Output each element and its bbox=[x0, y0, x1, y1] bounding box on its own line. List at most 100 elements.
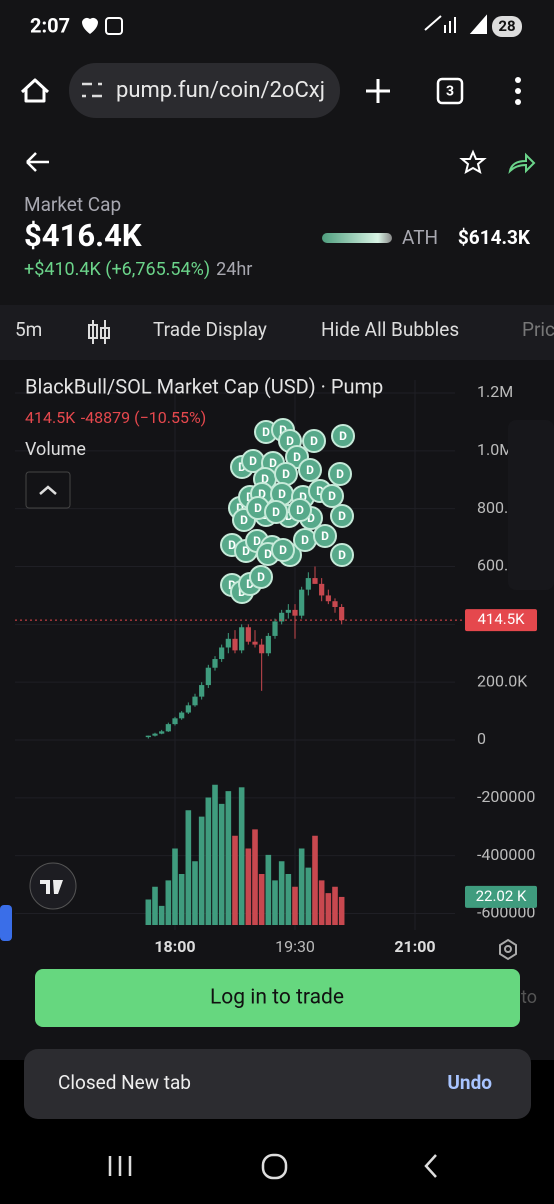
side-tab[interactable] bbox=[0, 905, 12, 941]
trade-bubble-label: D bbox=[338, 548, 346, 562]
interval-button[interactable]: 5m bbox=[15, 318, 42, 341]
trade-bubble bbox=[298, 458, 322, 482]
back-button[interactable] bbox=[26, 152, 49, 172]
trade-display-button[interactable]: Trade Display bbox=[153, 318, 267, 341]
trade-bubble-label: D bbox=[310, 434, 318, 448]
candle-body bbox=[192, 696, 198, 706]
menu-button[interactable] bbox=[515, 77, 521, 105]
tradingview-logo[interactable] bbox=[29, 862, 77, 910]
login-label: Log in to trade bbox=[210, 986, 344, 1010]
new-tab-button[interactable] bbox=[366, 79, 390, 103]
nav-bar bbox=[0, 1130, 554, 1200]
volume-bar bbox=[158, 905, 165, 925]
hide-bubbles-button[interactable]: Hide All Bubbles bbox=[321, 318, 459, 341]
url[interactable]: pump.fun/coin/2oCxj bbox=[116, 78, 325, 103]
trade-bubble-label: D bbox=[262, 425, 270, 439]
chart-settings-dot bbox=[504, 945, 512, 953]
trade-bubble-label: D bbox=[246, 577, 254, 591]
price-badge-label: 414.5K bbox=[477, 610, 525, 628]
candle-body bbox=[312, 578, 318, 584]
volume-bar bbox=[145, 899, 152, 925]
trade-bubble-label: D bbox=[286, 434, 294, 448]
volume-bar bbox=[198, 816, 205, 925]
trade-bubble bbox=[330, 543, 354, 567]
volume-bar bbox=[165, 880, 172, 925]
battery bbox=[492, 16, 522, 37]
collapse-button[interactable] bbox=[25, 471, 71, 509]
candle-body bbox=[292, 609, 298, 616]
market-cap-label: Market Cap bbox=[24, 193, 121, 216]
y-tick-label: -200000 bbox=[477, 787, 535, 806]
candle-body bbox=[285, 609, 291, 613]
change: +$410.4K (+6,765.54%) bbox=[24, 259, 210, 280]
trade-bubble-label: D bbox=[254, 501, 262, 515]
login-button[interactable] bbox=[35, 969, 520, 1027]
candle-body bbox=[252, 641, 258, 645]
candle-type-icon bbox=[100, 327, 110, 339]
candle-body bbox=[205, 667, 211, 686]
volume-bar bbox=[272, 880, 278, 925]
undo-button[interactable]: Undo bbox=[447, 1071, 492, 1094]
y-tick-label: 0 bbox=[477, 729, 486, 748]
url-bar[interactable] bbox=[69, 63, 340, 118]
candle-body bbox=[219, 647, 225, 660]
y-tick-label: -400000 bbox=[477, 845, 535, 864]
trade-bubble-label: D bbox=[249, 454, 257, 468]
candle-body bbox=[165, 724, 171, 732]
candle-body bbox=[325, 595, 331, 602]
recents-button[interactable] bbox=[108, 1156, 132, 1176]
home-nav-button[interactable] bbox=[261, 1153, 288, 1180]
tab-count: 3 bbox=[446, 84, 454, 100]
volume-legend: Volume bbox=[25, 439, 86, 460]
trade-bubble-label: D bbox=[236, 501, 244, 515]
clock: 2:07 bbox=[30, 13, 70, 37]
candle-body bbox=[232, 638, 238, 651]
trade-bubble bbox=[313, 524, 337, 548]
trade-bubble-label: D bbox=[336, 467, 344, 481]
battery-level: 28 bbox=[498, 17, 515, 35]
candle-body bbox=[199, 685, 205, 697]
chart-settings[interactable] bbox=[499, 938, 517, 961]
home-button[interactable] bbox=[20, 78, 50, 103]
trade-bubble-label: D bbox=[278, 487, 286, 501]
trade-bubble-label: D bbox=[258, 487, 266, 501]
y-tick-label: 1.0M bbox=[477, 440, 513, 459]
trade-bubble-label: D bbox=[328, 489, 336, 503]
trade-bubble bbox=[249, 565, 273, 589]
trade-bubble-label: D bbox=[299, 490, 307, 504]
trade-bubble-label: D bbox=[279, 423, 287, 437]
volume-bar bbox=[212, 784, 218, 925]
volume-bar bbox=[238, 787, 245, 925]
candle-body bbox=[245, 627, 251, 642]
trade-bubble bbox=[330, 504, 354, 528]
candle-type-button[interactable] bbox=[88, 324, 98, 339]
period: 24hr bbox=[216, 259, 252, 280]
screen-icon bbox=[105, 17, 123, 35]
candle-body bbox=[299, 589, 305, 616]
volume-badge-label: 22.02 K bbox=[476, 887, 527, 905]
share-button[interactable] bbox=[508, 152, 536, 175]
y-tick-label: 200.0K bbox=[477, 671, 528, 690]
trade-bubble bbox=[328, 462, 352, 486]
side-panel bbox=[508, 420, 554, 590]
candle-body bbox=[272, 621, 278, 636]
y-tick-label: 1.2M bbox=[477, 382, 513, 401]
tabs-button[interactable] bbox=[436, 77, 464, 105]
price-button[interactable]: Price bbox=[522, 318, 554, 341]
trade-bubble-label: D bbox=[242, 544, 250, 558]
favorite-button[interactable] bbox=[459, 149, 487, 175]
volume-bar bbox=[318, 880, 325, 925]
collapse-icon bbox=[39, 485, 57, 495]
trade-bubble-label: D bbox=[228, 578, 236, 592]
ath-progress bbox=[322, 233, 392, 243]
trade-bubble bbox=[302, 429, 326, 453]
volume-badge bbox=[465, 885, 537, 908]
volume-bar bbox=[258, 874, 265, 925]
legend-price: 414.5K bbox=[25, 408, 76, 427]
heart-icon bbox=[82, 17, 98, 34]
site-settings-icon[interactable] bbox=[82, 82, 102, 98]
candle-body bbox=[145, 735, 151, 738]
back-nav-button[interactable] bbox=[424, 1154, 437, 1178]
side-text: to bbox=[521, 987, 537, 1008]
candle-body bbox=[179, 712, 185, 719]
